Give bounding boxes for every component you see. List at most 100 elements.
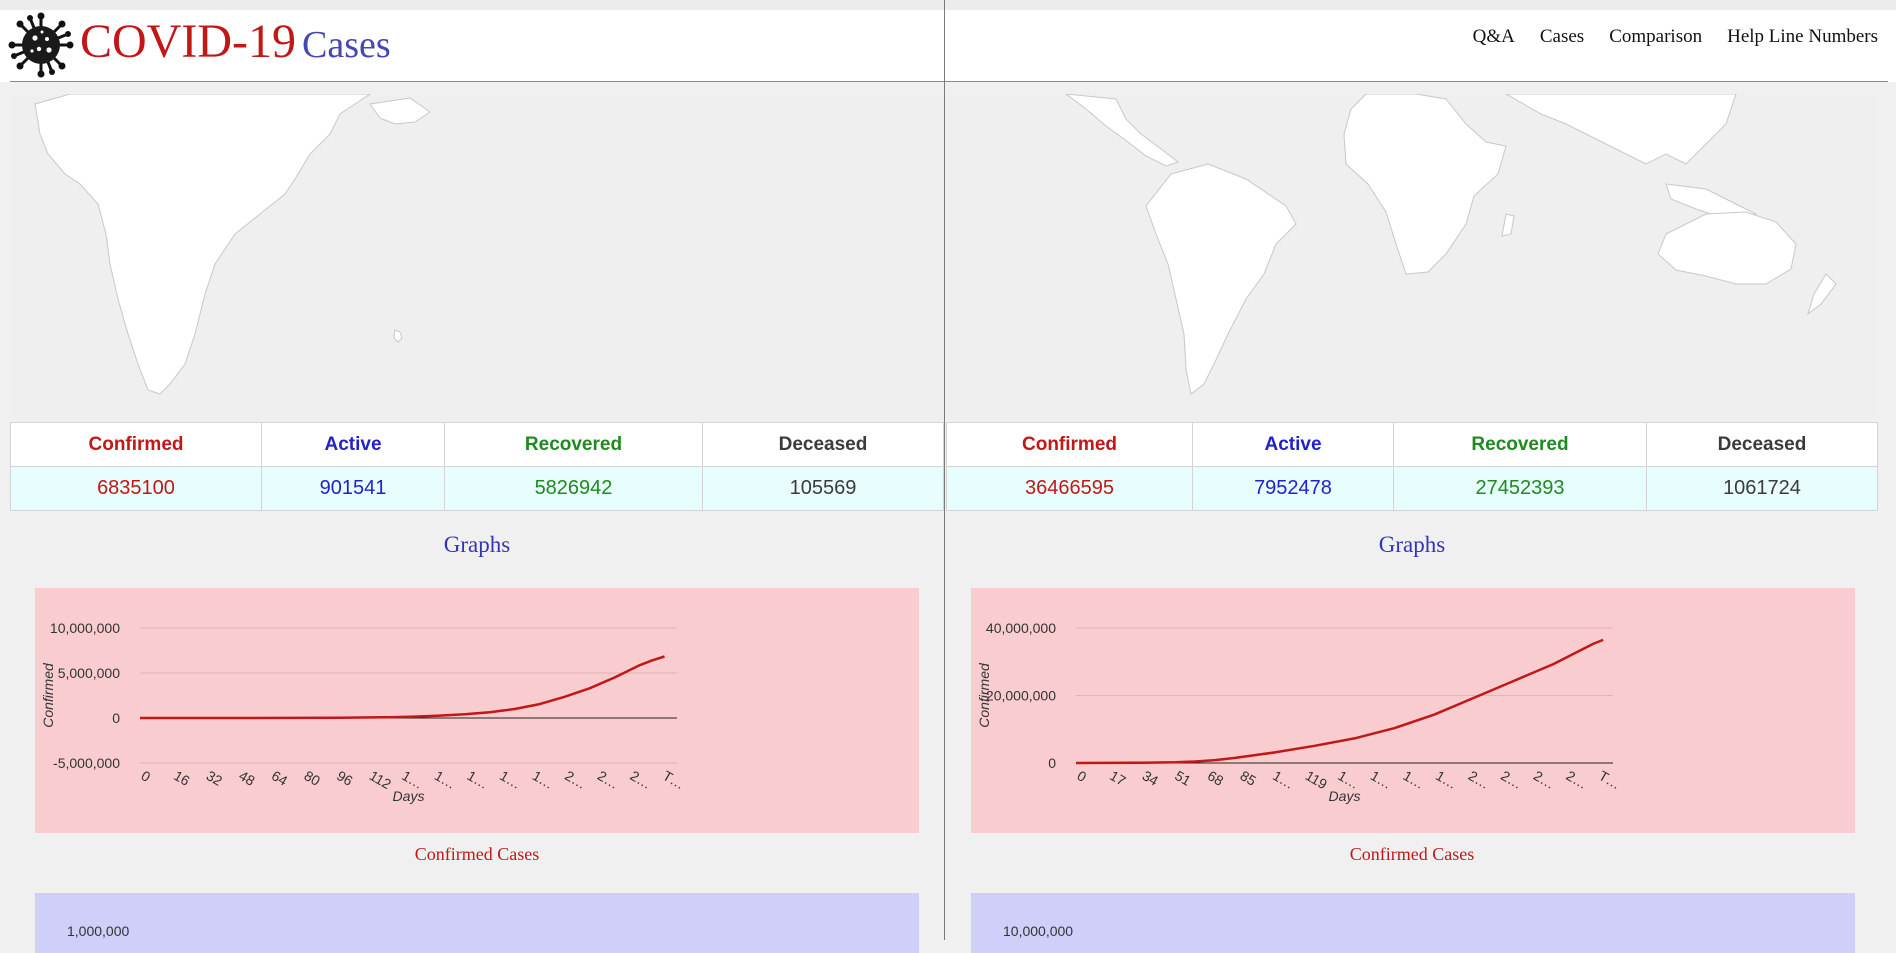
x-axis-label: Days bbox=[393, 788, 425, 804]
india-mainland bbox=[34, 94, 371, 395]
northeast-india bbox=[369, 97, 431, 125]
confirmed-chart[interactable]: 0 20,000,000 40,000,000 0 17 34 51 68 85 1… 119 1… 1… bbox=[971, 588, 1855, 833]
india-stats-table: Confirmed Active Recovered Deceased 6835… bbox=[10, 422, 944, 511]
site-title[interactable]: COVID-19 Cases bbox=[80, 12, 391, 72]
world-stats-table: Confirmed Active Recovered Deceased 3646… bbox=[946, 422, 1878, 511]
recovered-value: 27452393 bbox=[1393, 466, 1647, 511]
brand-title: COVID-19 bbox=[80, 15, 296, 68]
stats-value-row: 36466595 7952478 27452393 1061724 bbox=[946, 466, 1878, 511]
south-america bbox=[1145, 163, 1297, 395]
confirmed-header: Confirmed bbox=[946, 422, 1193, 467]
x-tick-label: 80 bbox=[302, 767, 324, 789]
header-top-strip bbox=[0, 0, 1896, 10]
confirmed-series-line bbox=[1075, 638, 1604, 765]
world-map[interactable] bbox=[946, 94, 1878, 422]
stats-header-row: Confirmed Active Recovered Deceased bbox=[10, 422, 944, 467]
confirmed-value: 36466595 bbox=[946, 466, 1193, 511]
main-nav: Q&A Cases Comparison Help Line Numbers bbox=[1473, 26, 1878, 48]
chart-caption: Confirmed Cases bbox=[1349, 844, 1475, 864]
nav-qa[interactable]: Q&A bbox=[1472, 26, 1515, 47]
site-header: COVID-19 Cases Q&A Cases Comparison Help … bbox=[0, 0, 1896, 82]
x-tick-label: 34 bbox=[1140, 767, 1162, 789]
x-tick-label: 2… bbox=[1466, 767, 1493, 792]
y-axis-label: Confirmed bbox=[40, 662, 56, 728]
active-value: 901541 bbox=[261, 466, 445, 511]
x-tick-label: 1… bbox=[465, 767, 492, 792]
x-tick-label: 2… bbox=[595, 767, 622, 792]
x-tick-label: 119 bbox=[1303, 767, 1331, 792]
x-tick-label: 1… bbox=[530, 767, 557, 792]
active-header: Active bbox=[261, 422, 445, 467]
nav-help-line-numbers[interactable]: Help Line Numbers bbox=[1727, 26, 1878, 47]
x-tick-label: 16 bbox=[171, 767, 193, 789]
active-chart[interactable]: 10,000,000 bbox=[971, 893, 1855, 953]
x-tick-label: 17 bbox=[1107, 767, 1129, 789]
active-chart-top-tick: 1,000,000 bbox=[67, 923, 130, 939]
x-tick-label: 96 bbox=[334, 767, 356, 789]
x-tick-label: 48 bbox=[236, 767, 258, 789]
x-tick-label: 1… bbox=[1270, 767, 1297, 792]
x-tick-label: 85 bbox=[1238, 767, 1260, 789]
x-tick-label: 0 bbox=[139, 767, 154, 785]
deceased-header: Deceased bbox=[1646, 422, 1878, 467]
confirmed-header: Confirmed bbox=[10, 422, 262, 467]
central-america bbox=[1065, 94, 1180, 167]
x-tick-label: 1… bbox=[1368, 767, 1395, 792]
confirmed-chart[interactable]: -5,000,000 0 5,000,000 10,000,000 0 16 32 48 64 8… bbox=[35, 588, 919, 833]
x-axis-label: Days bbox=[1329, 788, 1361, 804]
y-tick-label: 10,000,000 bbox=[50, 620, 120, 636]
y-tick-label: 0 bbox=[1048, 755, 1056, 771]
active-chart-top-tick: 10,000,000 bbox=[1003, 923, 1074, 939]
chart-caption: Confirmed Cases bbox=[414, 844, 540, 864]
active-header: Active bbox=[1192, 422, 1394, 467]
x-tick-label: 2… bbox=[1564, 767, 1591, 792]
sri-lanka bbox=[393, 329, 403, 343]
x-tick-label: 32 bbox=[204, 767, 226, 789]
deceased-value: 1061724 bbox=[1646, 466, 1878, 511]
x-tick-label: 2… bbox=[562, 767, 589, 792]
deceased-value: 105569 bbox=[702, 466, 944, 511]
x-tick-label: 68 bbox=[1205, 767, 1227, 789]
recovered-header: Recovered bbox=[444, 422, 703, 467]
y-tick-label: 40,000,000 bbox=[986, 620, 1056, 636]
india-panel: Confirmed Active Recovered Deceased 6835… bbox=[10, 94, 944, 953]
x-tick-label: 112 bbox=[367, 767, 395, 792]
x-tick-label: T… bbox=[660, 767, 688, 792]
x-tick-label: 64 bbox=[269, 767, 291, 789]
x-tick-label: 2… bbox=[628, 767, 655, 792]
madagascar bbox=[1501, 213, 1515, 237]
virus-icon[interactable] bbox=[8, 12, 74, 78]
y-tick-label: -5,000,000 bbox=[53, 755, 120, 771]
graphs-title: Graphs bbox=[443, 532, 511, 557]
africa bbox=[1343, 94, 1507, 275]
brand-subtitle: Cases bbox=[301, 24, 391, 66]
y-axis-label: Confirmed bbox=[976, 662, 992, 728]
asia bbox=[1504, 94, 1737, 165]
active-chart[interactable]: 1,000,000 bbox=[35, 893, 919, 953]
india-map[interactable] bbox=[10, 94, 944, 422]
x-tick-label: 2… bbox=[1498, 767, 1525, 792]
confirmed-series-line bbox=[140, 655, 665, 720]
stats-header-row: Confirmed Active Recovered Deceased bbox=[946, 422, 1878, 467]
x-tick-label: 1… bbox=[1401, 767, 1428, 792]
header-divider bbox=[10, 81, 1888, 82]
x-tick-label: T… bbox=[1596, 767, 1624, 792]
x-tick-label: 51 bbox=[1172, 767, 1194, 789]
graphs-title: Graphs bbox=[1378, 532, 1446, 557]
x-tick-label: 1… bbox=[432, 767, 459, 792]
y-tick-label: 0 bbox=[112, 710, 120, 726]
y-tick-label: 5,000,000 bbox=[58, 665, 120, 681]
x-tick-label: 1… bbox=[497, 767, 524, 792]
nav-cases[interactable]: Cases bbox=[1539, 26, 1585, 47]
confirmed-value: 6835100 bbox=[10, 466, 262, 511]
nav-comparison[interactable]: Comparison bbox=[1609, 26, 1703, 47]
recovered-header: Recovered bbox=[1393, 422, 1647, 467]
world-panel: Confirmed Active Recovered Deceased 3646… bbox=[946, 94, 1878, 953]
x-tick-label: 0 bbox=[1075, 767, 1090, 785]
australia bbox=[1657, 211, 1797, 285]
y-tick-label: 20,000,000 bbox=[986, 688, 1056, 704]
x-tick-label: 1… bbox=[1433, 767, 1460, 792]
stats-value-row: 6835100 901541 5826942 105569 bbox=[10, 466, 944, 511]
new-zealand bbox=[1807, 273, 1837, 316]
x-tick-label: 2… bbox=[1531, 767, 1558, 792]
